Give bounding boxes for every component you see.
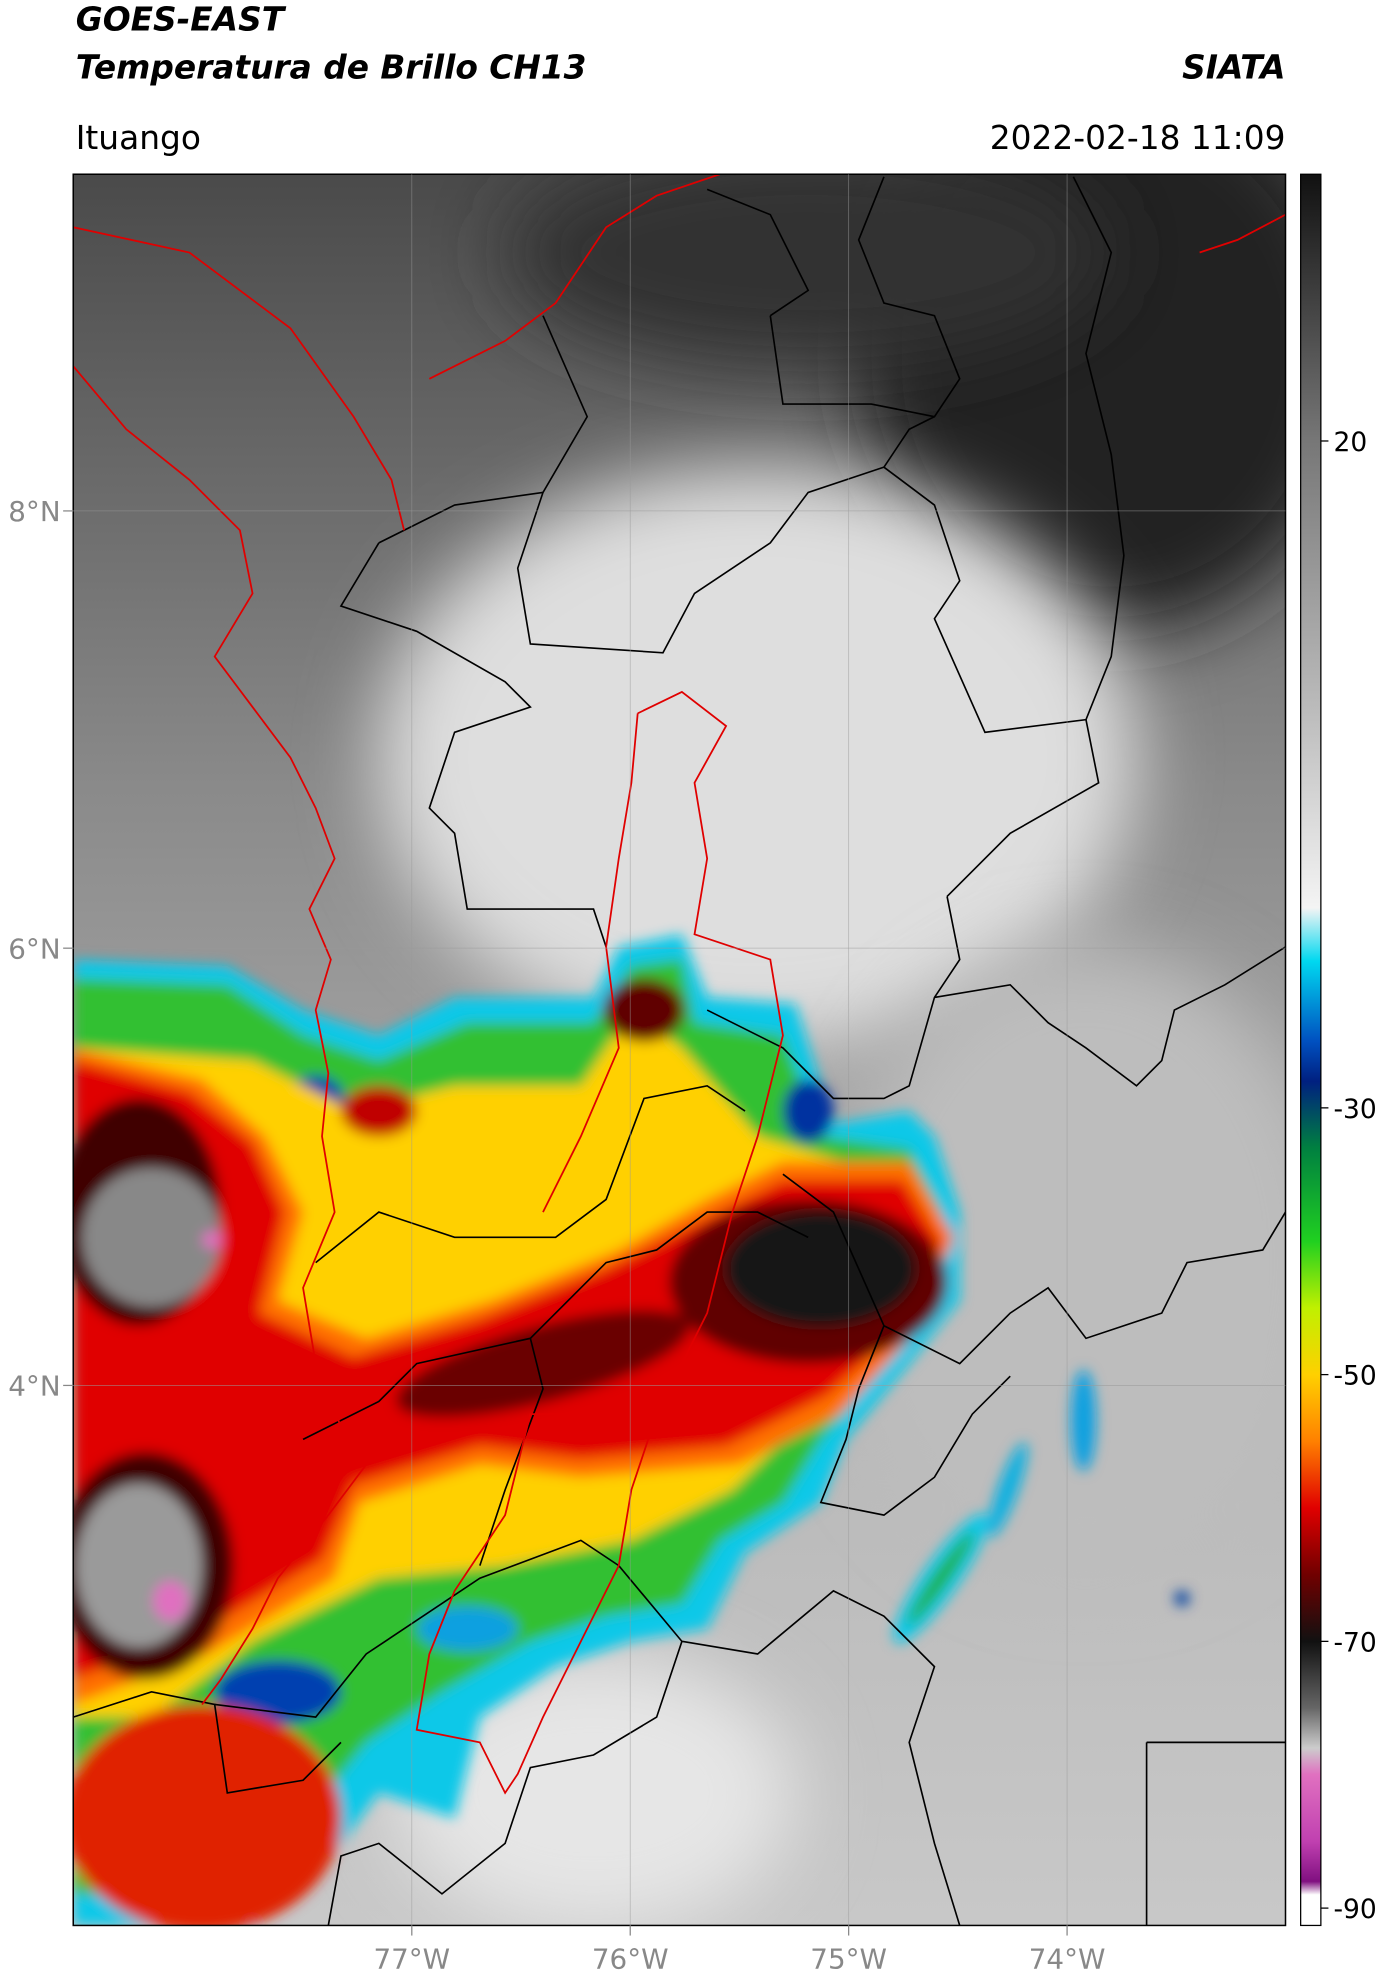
admin-border: [782, 1173, 1286, 1516]
basin-outline: [415, 690, 784, 1795]
subtitle: Temperatura de Brillo CH13: [76, 48, 587, 86]
streak: [987, 1442, 1028, 1538]
y-tick-label: 6°N: [8, 932, 60, 965]
storm-red: [73, 1704, 341, 1926]
cloud-free-dark: [505, 174, 1112, 367]
x-tick-label: 76°W: [592, 1942, 669, 1975]
storm-peak: [202, 1231, 223, 1249]
map-frame: [72, 173, 1287, 1927]
storm-darkred: [396, 1309, 690, 1418]
admin-border: [516, 176, 1125, 734]
storm-darkred: [603, 978, 685, 1042]
country-border: [73, 365, 368, 1706]
colorbar-tick-label: -30: [1333, 1094, 1376, 1125]
admin-border: [706, 176, 961, 468]
colorbar: [1300, 173, 1322, 1927]
storm-blue: [782, 1079, 834, 1143]
admin-border: [706, 719, 1286, 1100]
boundaries: [73, 174, 1286, 1926]
streak: [1070, 1369, 1097, 1471]
storm-red: [340, 1085, 417, 1137]
admin-border: [73, 1691, 1286, 1926]
storm-core: [75, 1483, 203, 1648]
x-tick-label: 77°W: [373, 1942, 450, 1975]
axes: 77°W 76°W 75°W 74°W 8°N 6°N 4°N 20 -30 -50 -70 -90: [8, 174, 1377, 1975]
cloud-light: [391, 1654, 796, 1926]
cloud-light: [378, 467, 1137, 1048]
colorbar-tick-label: -90: [1333, 1894, 1376, 1925]
storm-blue: [416, 1606, 518, 1652]
cloud-light: [833, 947, 1286, 1579]
colorbar-tick-label: -70: [1333, 1627, 1376, 1658]
streak: [1174, 1590, 1190, 1607]
streak: [907, 1531, 974, 1625]
storm-core: [726, 1212, 916, 1326]
x-tick-label: 74°W: [1029, 1942, 1106, 1975]
location: Ituango: [76, 119, 201, 157]
x-tick-label: 75°W: [810, 1942, 887, 1975]
y-tick-label: 4°N: [8, 1370, 60, 1403]
colorbar-tick-label: 20: [1333, 427, 1367, 458]
storm-peak: [152, 1580, 189, 1622]
source: SIATA: [1182, 48, 1285, 86]
storm-core: [82, 1167, 221, 1307]
title: GOES-EAST: [76, 0, 287, 38]
admin-border: [214, 1539, 961, 1926]
map-imagery: [73, 174, 1286, 1926]
datetime: 2022-02-18 11:09: [990, 119, 1286, 157]
coastline: [73, 174, 1286, 531]
y-tick-label: 8°N: [8, 495, 60, 528]
colorbar-tick-label: -50: [1333, 1361, 1376, 1392]
